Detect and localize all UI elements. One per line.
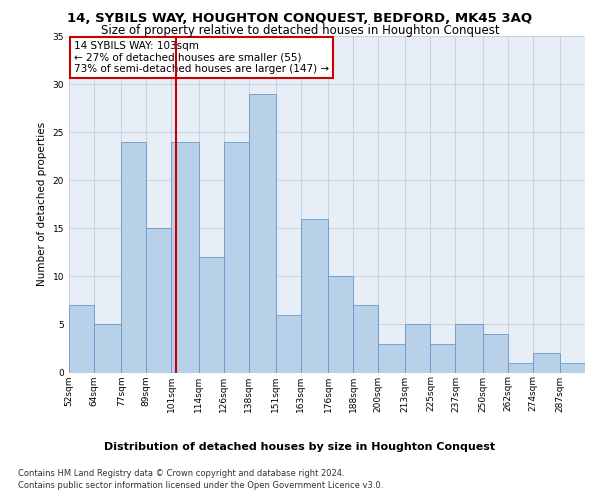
Bar [353,305,378,372]
Text: 14, SYBILS WAY, HOUGHTON CONQUEST, BEDFORD, MK45 3AQ: 14, SYBILS WAY, HOUGHTON CONQUEST, BEDFO… [67,12,533,26]
Bar [276,315,301,372]
Y-axis label: Number of detached properties: Number of detached properties [37,122,47,286]
Bar [328,276,353,372]
Bar [455,324,482,372]
Text: 14 SYBILS WAY: 103sqm
← 27% of detached houses are smaller (55)
73% of semi-deta: 14 SYBILS WAY: 103sqm ← 27% of detached … [74,41,329,74]
Bar [560,363,585,372]
Bar [430,344,455,372]
Text: Distribution of detached houses by size in Houghton Conquest: Distribution of detached houses by size … [104,442,496,452]
Bar [172,142,199,372]
Bar [248,94,276,372]
Bar [508,363,533,372]
Bar [378,344,406,372]
Text: Size of property relative to detached houses in Houghton Conquest: Size of property relative to detached ho… [101,24,499,37]
Bar [69,305,94,372]
Bar [224,142,248,372]
Bar [482,334,508,372]
Bar [94,324,121,372]
Bar [301,218,328,372]
Bar [199,257,224,372]
Bar [533,354,560,372]
Bar [406,324,430,372]
Text: Contains HM Land Registry data © Crown copyright and database right 2024.: Contains HM Land Registry data © Crown c… [18,468,344,477]
Bar [121,142,146,372]
Text: Contains public sector information licensed under the Open Government Licence v3: Contains public sector information licen… [18,481,383,490]
Bar [146,228,172,372]
